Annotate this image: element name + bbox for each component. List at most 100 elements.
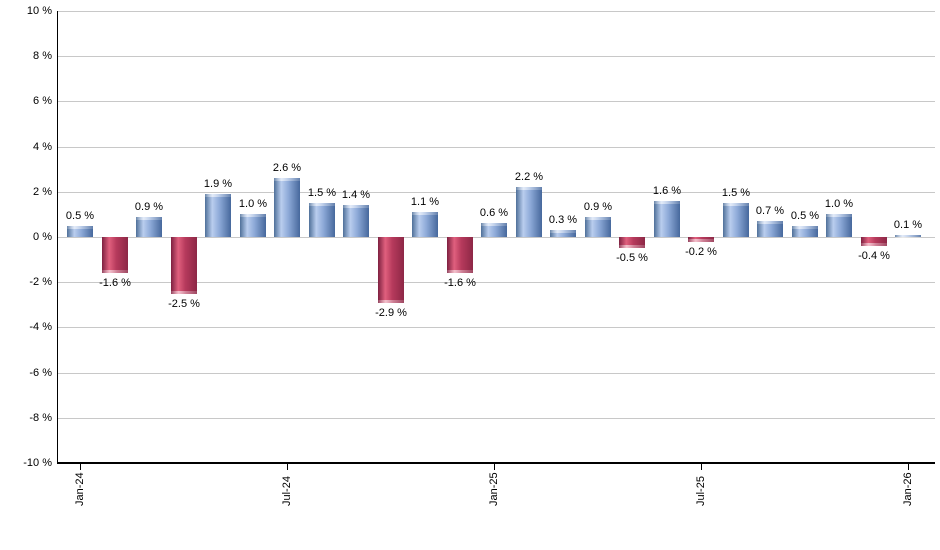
bar-value-label: 1.4 % bbox=[341, 189, 371, 201]
bar-value-label: -0.2 % bbox=[685, 246, 717, 258]
y-gridline bbox=[57, 418, 935, 419]
y-axis-tick-label: 2 % bbox=[33, 186, 52, 198]
bar-highlight-cap bbox=[723, 203, 749, 206]
bar-Jan-25[interactable] bbox=[481, 223, 507, 237]
bar-Sep-24[interactable] bbox=[343, 205, 369, 237]
bar-value-label: 0.6 % bbox=[479, 207, 509, 219]
y-gridline bbox=[57, 56, 935, 57]
x-axis-line bbox=[57, 462, 935, 464]
bar-Feb-24[interactable] bbox=[102, 237, 128, 273]
bar-value-label: 0.1 % bbox=[893, 219, 923, 231]
y-axis-tick-label: -4 % bbox=[29, 321, 52, 333]
bar-highlight-cap bbox=[550, 230, 576, 233]
y-gridline bbox=[57, 373, 935, 374]
bar-Nov-24[interactable] bbox=[412, 212, 438, 237]
bar-Aug-25[interactable] bbox=[723, 203, 749, 237]
bar-highlight-cap bbox=[447, 270, 473, 273]
bar-highlight-cap bbox=[757, 221, 783, 224]
bar-highlight-cap bbox=[826, 214, 852, 217]
bar-Aug-24[interactable] bbox=[309, 203, 335, 237]
bar-highlight-cap bbox=[412, 212, 438, 215]
bar-highlight-cap bbox=[895, 235, 921, 238]
bar-highlight-cap bbox=[67, 226, 93, 229]
y-gridline bbox=[57, 147, 935, 148]
bar-highlight-cap bbox=[585, 217, 611, 220]
bar-highlight-cap bbox=[861, 243, 887, 246]
y-axis-tick-label: 6 % bbox=[33, 95, 52, 107]
bar-May-25[interactable] bbox=[619, 237, 645, 248]
bar-value-label: -2.5 % bbox=[168, 298, 200, 310]
bar-Sep-25[interactable] bbox=[757, 221, 783, 237]
bar-highlight-cap bbox=[240, 214, 266, 217]
bar-Jun-24[interactable] bbox=[240, 214, 266, 237]
x-axis-tick-label: Jan-26 bbox=[902, 472, 914, 506]
bar-Jul-24[interactable] bbox=[274, 178, 300, 237]
bar-highlight-cap bbox=[378, 300, 404, 303]
bar-Jun-25[interactable] bbox=[654, 201, 680, 237]
bar-value-label: 0.9 % bbox=[134, 201, 164, 213]
y-gridline bbox=[57, 11, 935, 12]
y-gridline bbox=[57, 327, 935, 328]
bar-value-label: 0.3 % bbox=[548, 214, 578, 226]
y-gridline bbox=[57, 237, 935, 238]
bar-highlight-cap bbox=[102, 270, 128, 273]
y-axis-tick-label: 10 % bbox=[26, 5, 52, 17]
bar-value-label: -0.4 % bbox=[858, 250, 890, 262]
bar-Nov-25[interactable] bbox=[826, 214, 852, 237]
bar-highlight-cap bbox=[688, 239, 714, 242]
bar-value-label: 0.9 % bbox=[583, 201, 613, 213]
bar-value-label: 2.2 % bbox=[514, 171, 544, 183]
bar-Apr-25[interactable] bbox=[585, 217, 611, 237]
bar-highlight-cap bbox=[205, 194, 231, 197]
bar-value-label: 0.5 % bbox=[790, 210, 820, 222]
bar-Mar-24[interactable] bbox=[136, 217, 162, 237]
y-axis-tick-label: -6 % bbox=[29, 367, 52, 379]
y-axis-tick-label: -8 % bbox=[29, 412, 52, 424]
x-axis-tick-label: Jul-25 bbox=[695, 476, 707, 506]
bar-value-label: 2.6 % bbox=[272, 162, 302, 174]
bar-value-label: -1.6 % bbox=[444, 277, 476, 289]
bar-Feb-25[interactable] bbox=[516, 187, 542, 237]
bar-value-label: 1.6 % bbox=[652, 185, 682, 197]
x-axis-tick bbox=[908, 463, 909, 470]
bar-Jan-24[interactable] bbox=[67, 226, 93, 237]
bar-highlight-cap bbox=[619, 245, 645, 248]
bar-value-label: 0.7 % bbox=[755, 205, 785, 217]
y-axis-tick-label: -10 % bbox=[23, 457, 52, 469]
x-axis-tick bbox=[701, 463, 702, 470]
x-axis-tick-label: Jan-25 bbox=[488, 472, 500, 506]
bar-Jan-26[interactable] bbox=[895, 235, 921, 238]
y-gridline bbox=[57, 101, 935, 102]
bar-Dec-25[interactable] bbox=[861, 237, 887, 246]
bar-Mar-25[interactable] bbox=[550, 230, 576, 237]
x-axis-tick-label: Jul-24 bbox=[281, 476, 293, 506]
bar-value-label: -0.5 % bbox=[616, 252, 648, 264]
x-axis-tick bbox=[287, 463, 288, 470]
x-axis-tick-label: Jan-24 bbox=[74, 472, 86, 506]
x-axis-tick bbox=[80, 463, 81, 470]
y-gridline bbox=[57, 282, 935, 283]
bar-value-label: 1.1 % bbox=[410, 196, 440, 208]
bar-highlight-cap bbox=[274, 178, 300, 181]
bar-Dec-24[interactable] bbox=[447, 237, 473, 273]
y-axis-line bbox=[57, 11, 58, 463]
bar-value-label: 1.0 % bbox=[238, 198, 268, 210]
y-axis-tick-label: -2 % bbox=[29, 276, 52, 288]
bar-highlight-cap bbox=[516, 187, 542, 190]
bar-highlight-cap bbox=[309, 203, 335, 206]
y-axis-tick-label: 8 % bbox=[33, 50, 52, 62]
y-axis-tick-label: 4 % bbox=[33, 141, 52, 153]
bar-value-label: 1.5 % bbox=[307, 187, 337, 199]
bar-highlight-cap bbox=[171, 291, 197, 294]
bar-Oct-24[interactable] bbox=[378, 237, 404, 303]
bar-Apr-24[interactable] bbox=[171, 237, 197, 294]
bar-value-label: 1.0 % bbox=[824, 198, 854, 210]
bar-highlight-cap bbox=[481, 223, 507, 226]
bar-May-24[interactable] bbox=[205, 194, 231, 237]
bar-value-label: 1.5 % bbox=[721, 187, 751, 199]
bar-Jul-25[interactable] bbox=[688, 237, 714, 242]
bar-value-label: 0.5 % bbox=[65, 210, 95, 222]
bar-highlight-cap bbox=[343, 205, 369, 208]
bar-Oct-25[interactable] bbox=[792, 226, 818, 237]
